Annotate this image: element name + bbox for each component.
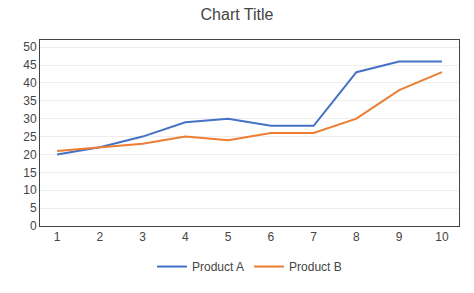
- svg-text:7: 7: [310, 230, 317, 244]
- svg-text:0: 0: [30, 219, 37, 233]
- svg-text:8: 8: [353, 230, 360, 244]
- svg-text:50: 50: [23, 40, 37, 54]
- svg-text:Product A: Product A: [192, 260, 244, 274]
- svg-text:3: 3: [139, 230, 146, 244]
- svg-text:Chart Title: Chart Title: [201, 6, 274, 23]
- svg-text:2: 2: [97, 230, 104, 244]
- svg-text:6: 6: [268, 230, 275, 244]
- svg-text:10: 10: [23, 183, 37, 197]
- svg-text:30: 30: [23, 112, 37, 126]
- svg-text:9: 9: [396, 230, 403, 244]
- svg-text:15: 15: [23, 166, 37, 180]
- svg-text:10: 10: [435, 230, 449, 244]
- svg-text:4: 4: [182, 230, 189, 244]
- svg-text:20: 20: [23, 148, 37, 162]
- svg-text:5: 5: [30, 201, 37, 215]
- svg-text:45: 45: [23, 58, 37, 72]
- svg-text:25: 25: [23, 130, 37, 144]
- svg-text:1: 1: [54, 230, 61, 244]
- svg-text:5: 5: [225, 230, 232, 244]
- svg-text:Product B: Product B: [289, 260, 342, 274]
- svg-text:40: 40: [23, 76, 37, 90]
- svg-text:35: 35: [23, 94, 37, 108]
